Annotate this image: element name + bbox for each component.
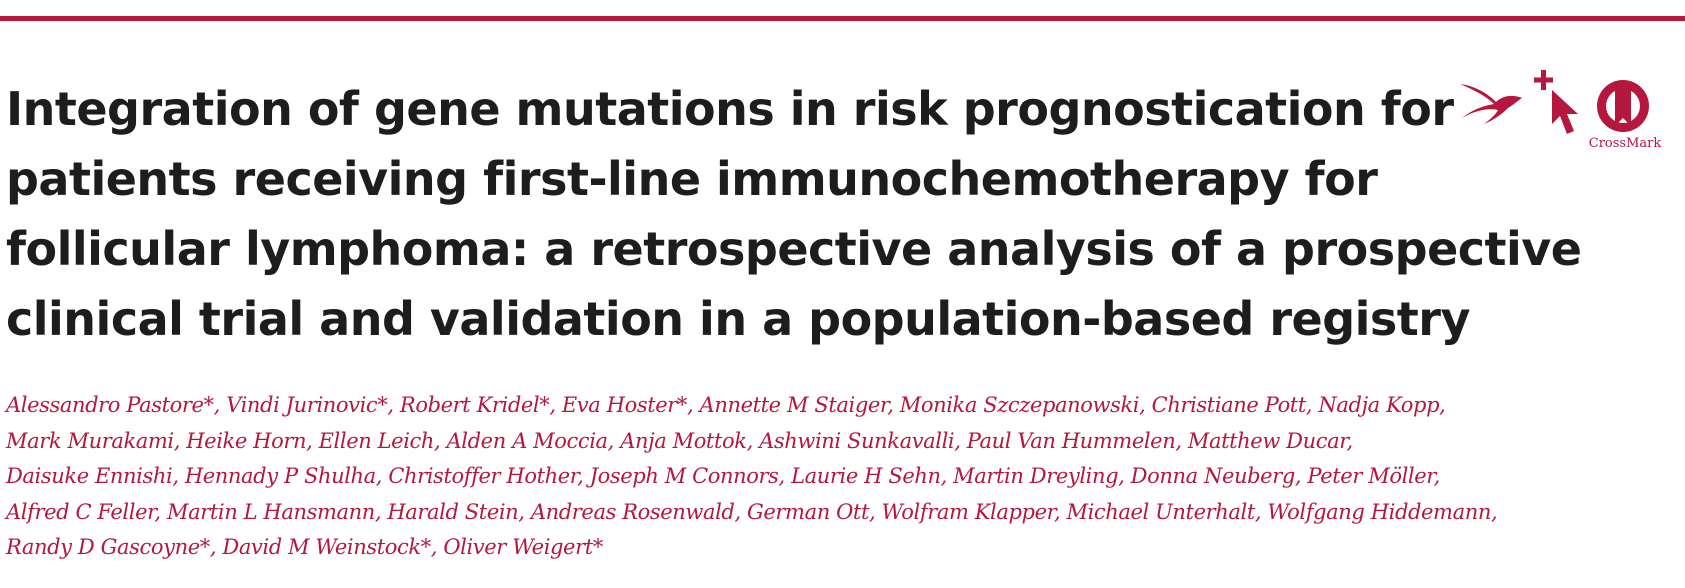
title-line: follicular lymphoma: a retrospective ana… (6, 222, 1582, 276)
cursor-plus-icon[interactable] (1534, 68, 1584, 142)
title-line: patients receiving first-line immunochem… (6, 152, 1378, 206)
author-line: Alessandro Pastore*, Vindi Jurinovic*, R… (6, 393, 1446, 417)
title-line: clinical trial and validation in a popul… (6, 292, 1470, 346)
author-list: Alessandro Pastore*, Vindi Jurinovic*, R… (6, 388, 1498, 566)
header-icons: CrossMark (1458, 68, 1680, 158)
top-rule (0, 16, 1685, 21)
swallow-icon (1460, 84, 1522, 124)
crossmark-label[interactable]: CrossMark (1588, 136, 1662, 151)
title-line: Integration of gene mutations in risk pr… (6, 82, 1454, 136)
article-title: Integration of gene mutations in risk pr… (6, 74, 1582, 354)
author-line: Randy D Gascoyne*, David M Weinstock*, O… (6, 535, 603, 559)
author-line: Daisuke Ennishi, Hennady P Shulha, Chris… (6, 464, 1440, 488)
crossmark-icon[interactable] (1593, 76, 1659, 136)
author-line: Alfred C Feller, Martin L Hansmann, Hara… (6, 499, 1498, 524)
author-line: Mark Murakami, Heike Horn, Ellen Leich, … (6, 428, 1353, 453)
